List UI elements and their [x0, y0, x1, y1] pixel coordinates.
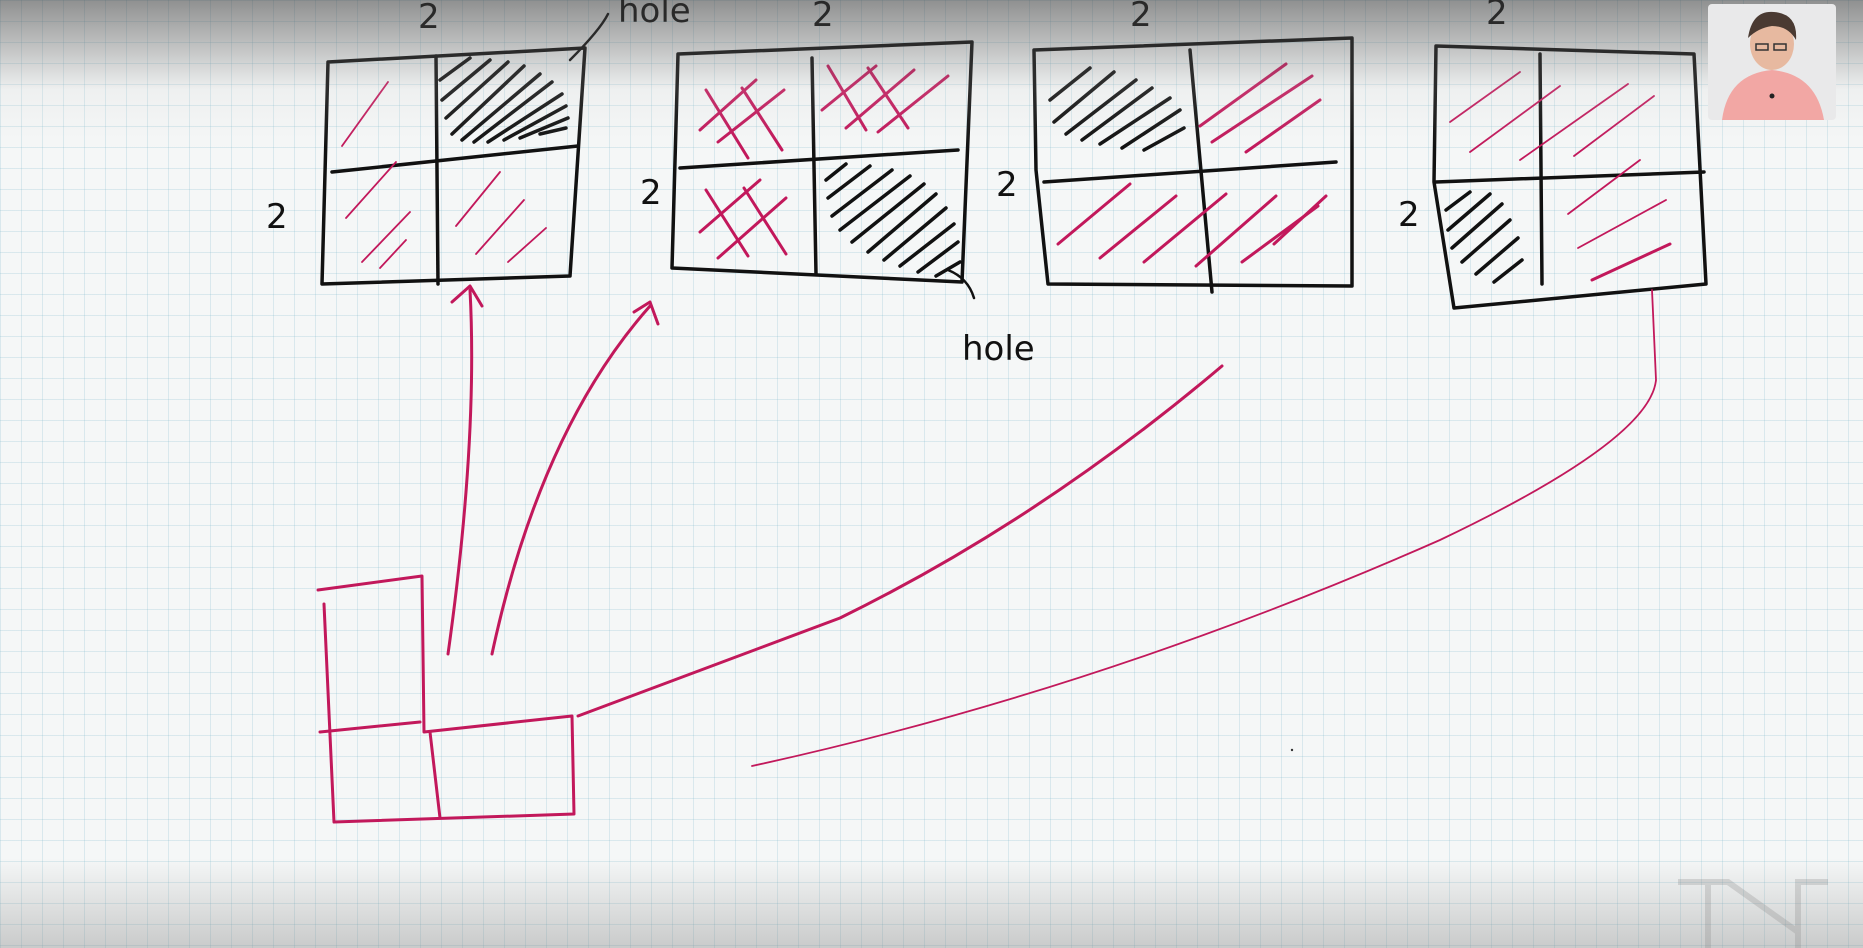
arrowhead-grid-2 [632, 300, 660, 326]
curve-to-grid-3 [576, 364, 1224, 718]
arrow-to-grid-2 [490, 304, 652, 656]
l-tromino-piece [316, 574, 576, 824]
grid-1-border [320, 46, 587, 286]
grid-3-top-dim: 2 [1130, 0, 1152, 35]
hole-top-label: hole [618, 0, 691, 31]
ink-speck [1290, 748, 1294, 752]
grid-2-vline [810, 56, 818, 276]
grid-2-side-dim: 2 [640, 173, 662, 213]
hole-bottom-label: hole [962, 329, 1035, 369]
curve-to-grid-4 [751, 289, 1657, 767]
l-piece-outline [316, 574, 576, 824]
l-piece-hline [318, 720, 422, 734]
n-logo-watermark [1678, 879, 1828, 948]
grid-2-crosshatch [698, 64, 950, 260]
presenter-figure [1708, 4, 1836, 120]
grid-2: 2 2 [640, 0, 974, 284]
grid-1-filled-cell [438, 56, 570, 144]
connector-arrows [446, 284, 1657, 767]
grid-3-filled-cell [1048, 66, 1186, 152]
grid-1-top-dim: 2 [418, 0, 440, 37]
grid-1-hline [330, 144, 580, 174]
grid-1-side-dim: 2 [266, 197, 288, 237]
grid-3: 2 2 [996, 0, 1354, 294]
grid-4-top-dim: 2 [1486, 0, 1508, 33]
grid-4-side-dim: 2 [1398, 195, 1420, 235]
grid-1-vline [434, 54, 440, 286]
grid-2-hline [678, 148, 960, 170]
grid-4-filled-cell [1444, 190, 1524, 284]
grid-4-hline [1434, 170, 1706, 184]
arrow-to-grid-1 [446, 288, 474, 656]
grid-2-filled-cell [824, 162, 962, 278]
grid-1: 2 2 [266, 0, 587, 286]
hole-bottom-pointer [946, 268, 976, 300]
grid-3-side-dim: 2 [996, 165, 1018, 205]
grid-4: 2 2 [1398, 0, 1708, 310]
grid-3-hline [1042, 160, 1338, 184]
grid-4-vline [1538, 52, 1544, 286]
hole-top-pointer [568, 12, 610, 62]
arrowhead-grid-1 [450, 284, 484, 308]
presenter-webcam [1708, 4, 1836, 120]
grid-2-top-dim: 2 [812, 0, 834, 35]
l-piece-vline [428, 730, 442, 820]
